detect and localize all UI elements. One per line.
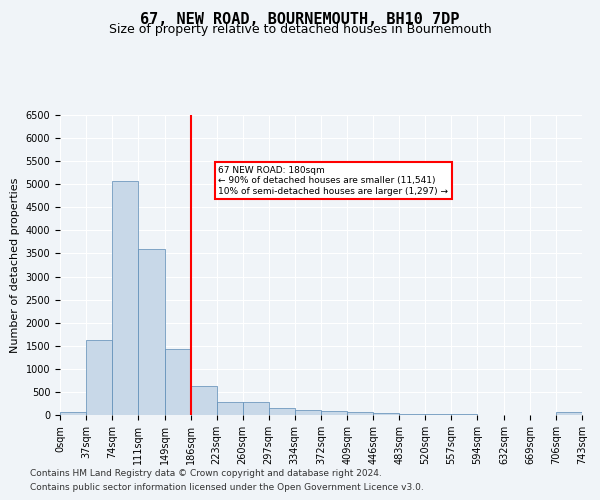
Bar xyxy=(217,402,242,415)
Bar xyxy=(373,413,400,415)
Y-axis label: Number of detached properties: Number of detached properties xyxy=(10,178,20,352)
Bar xyxy=(138,249,164,415)
Bar xyxy=(425,414,451,415)
Text: Contains public sector information licensed under the Open Government Licence v3: Contains public sector information licen… xyxy=(30,484,424,492)
Bar xyxy=(86,340,112,415)
Bar xyxy=(451,414,478,415)
Text: Size of property relative to detached houses in Bournemouth: Size of property relative to detached ho… xyxy=(109,22,491,36)
Bar xyxy=(322,411,347,415)
Text: Contains HM Land Registry data © Crown copyright and database right 2024.: Contains HM Land Registry data © Crown c… xyxy=(30,468,382,477)
Bar xyxy=(242,402,269,415)
Bar xyxy=(556,412,582,415)
Bar xyxy=(269,408,295,415)
Bar xyxy=(347,412,373,415)
Text: 67 NEW ROAD: 180sqm
← 90% of detached houses are smaller (11,541)
10% of semi-de: 67 NEW ROAD: 180sqm ← 90% of detached ho… xyxy=(218,166,448,196)
Bar xyxy=(191,386,217,415)
Text: 67, NEW ROAD, BOURNEMOUTH, BH10 7DP: 67, NEW ROAD, BOURNEMOUTH, BH10 7DP xyxy=(140,12,460,28)
Bar xyxy=(60,412,86,415)
Bar xyxy=(295,410,322,415)
Bar xyxy=(400,414,425,415)
Bar xyxy=(164,350,191,415)
Bar xyxy=(112,182,138,415)
